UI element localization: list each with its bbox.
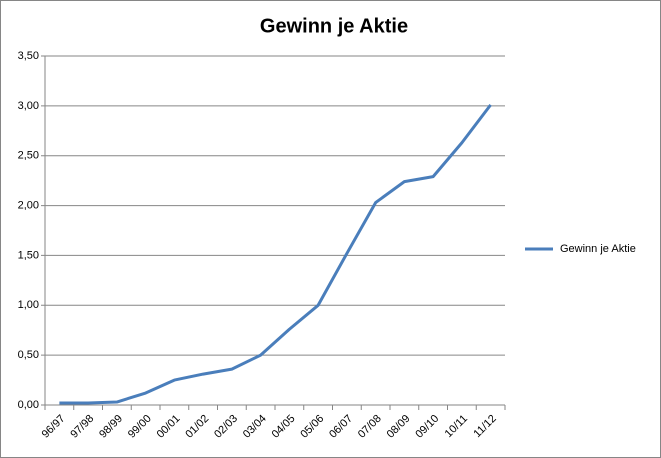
legend-label: Gewinn je Aktie <box>560 243 636 255</box>
y-tick-label: 2,50 <box>18 150 39 162</box>
y-tick-label: 2,00 <box>18 199 39 211</box>
y-tick-label: 1,00 <box>18 299 39 311</box>
y-tick-label: 0,00 <box>18 399 39 411</box>
y-tick-label: 3,50 <box>18 50 39 62</box>
chart-title: Gewinn je Aktie <box>260 15 408 37</box>
y-tick-label: 3,00 <box>18 100 39 112</box>
data-line <box>59 103 492 405</box>
y-tick-label: 1,50 <box>18 249 39 261</box>
y-tick-label: 0,50 <box>18 349 39 361</box>
